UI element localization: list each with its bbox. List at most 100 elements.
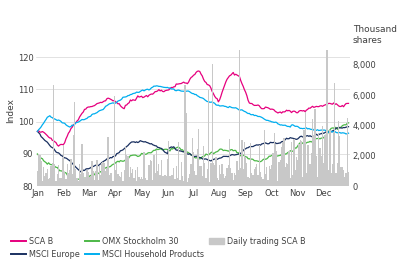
Bar <box>163 176 164 186</box>
Bar <box>118 176 119 186</box>
Bar <box>70 159 71 186</box>
Bar <box>252 175 253 186</box>
Bar <box>262 179 263 186</box>
Bar <box>89 177 90 186</box>
Bar <box>283 138 284 186</box>
Bar <box>64 172 65 186</box>
Bar <box>195 174 196 186</box>
Bar <box>219 165 220 186</box>
Bar <box>206 169 207 186</box>
Bar <box>84 178 85 186</box>
Bar <box>331 164 332 186</box>
Bar <box>93 180 95 186</box>
Bar <box>173 168 174 186</box>
Bar <box>213 165 215 186</box>
Bar <box>322 163 324 186</box>
Bar <box>321 126 322 186</box>
Bar <box>225 176 226 186</box>
Bar <box>41 161 42 186</box>
Bar <box>294 170 295 186</box>
Bar <box>108 175 109 186</box>
Bar <box>172 175 173 186</box>
Bar <box>333 84 335 186</box>
Bar <box>228 139 229 186</box>
Bar <box>341 167 342 186</box>
Bar <box>186 181 188 186</box>
Bar <box>112 181 113 186</box>
Bar <box>226 168 227 186</box>
Bar <box>158 164 159 186</box>
Bar <box>160 160 162 186</box>
Bar <box>69 169 70 186</box>
Bar <box>91 161 92 186</box>
Bar <box>243 142 244 186</box>
Bar <box>180 162 181 186</box>
Bar <box>179 180 180 186</box>
Bar <box>326 50 327 186</box>
Bar <box>244 157 246 186</box>
Bar <box>184 85 185 186</box>
Bar <box>99 165 100 186</box>
Bar <box>211 64 212 186</box>
Bar <box>246 163 247 186</box>
Bar <box>212 163 213 186</box>
Bar <box>37 171 38 186</box>
Bar <box>132 169 133 186</box>
Bar <box>231 173 232 186</box>
Bar <box>178 142 179 186</box>
Bar <box>279 160 280 186</box>
Bar <box>198 166 200 186</box>
Bar <box>65 179 67 186</box>
Bar <box>215 157 216 186</box>
Bar <box>197 129 198 186</box>
Bar <box>164 175 165 186</box>
Bar <box>58 165 59 186</box>
Bar <box>137 167 138 186</box>
Bar <box>271 153 273 186</box>
Bar <box>59 178 60 186</box>
Bar <box>280 147 282 186</box>
Bar <box>314 109 315 186</box>
Bar <box>146 180 147 186</box>
Bar <box>269 169 270 186</box>
Bar <box>343 177 344 186</box>
Bar <box>299 140 300 186</box>
Bar <box>302 130 304 186</box>
Bar <box>305 173 306 186</box>
Bar <box>49 178 50 186</box>
Bar <box>38 154 39 186</box>
Bar <box>229 168 231 186</box>
Bar <box>242 169 243 186</box>
Bar <box>216 178 217 186</box>
Bar <box>133 178 134 186</box>
Bar <box>159 175 160 186</box>
Bar <box>259 172 261 186</box>
Bar <box>239 168 241 186</box>
Bar <box>87 172 89 186</box>
Bar <box>253 169 254 186</box>
Bar <box>79 164 80 186</box>
Bar <box>267 180 268 186</box>
Bar <box>251 173 252 186</box>
Bar <box>207 90 209 186</box>
Bar <box>282 142 283 186</box>
Bar <box>306 146 308 186</box>
Bar <box>103 163 105 186</box>
Bar <box>241 140 242 186</box>
Legend: SCA B, MSCI Europe, OMX Stockholm 30, MSCI Household Products, Daily trading SCA: SCA B, MSCI Europe, OMX Stockholm 30, MS… <box>8 234 308 262</box>
Bar <box>330 173 331 186</box>
Bar <box>139 180 141 186</box>
Bar <box>190 164 191 186</box>
Bar <box>61 158 63 186</box>
Bar <box>130 167 131 186</box>
Bar <box>109 173 111 186</box>
Bar <box>157 171 158 186</box>
Bar <box>81 144 83 186</box>
Bar <box>144 178 146 186</box>
Bar <box>204 163 205 186</box>
Bar <box>150 161 152 186</box>
Bar <box>288 151 289 186</box>
Bar <box>126 155 127 186</box>
Bar <box>71 174 73 186</box>
Bar <box>200 165 201 186</box>
